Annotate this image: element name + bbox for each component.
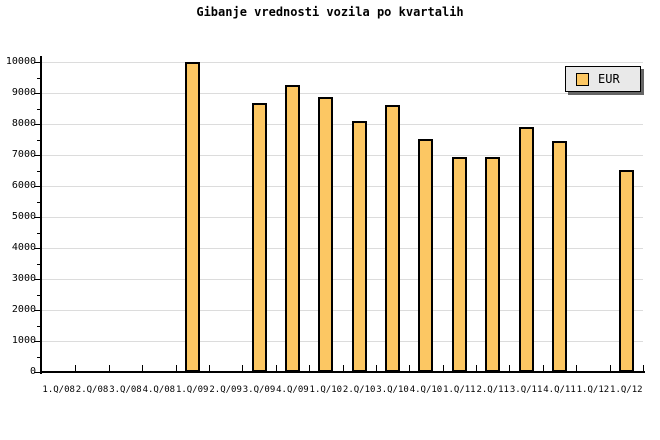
y-minor-tick: [37, 294, 40, 296]
x-tick: [643, 365, 644, 371]
y-tick: [34, 279, 40, 280]
y-tick-label: 7000: [11, 149, 36, 160]
y-tick: [34, 93, 40, 94]
gridline: [42, 186, 643, 187]
legend-label: EUR: [598, 72, 620, 86]
bar: [552, 140, 568, 372]
bar: [284, 84, 300, 372]
y-tick: [34, 62, 40, 63]
x-tick-label: 2.Q/08: [75, 385, 109, 395]
x-tick: [142, 365, 144, 371]
bar: [518, 127, 534, 372]
x-tick-label: 2.Q/10: [342, 385, 376, 395]
x-tick: [375, 365, 377, 371]
x-tick: [442, 365, 444, 371]
y-minor-tick: [37, 77, 40, 79]
bar: [251, 102, 267, 372]
x-tick: [576, 365, 578, 371]
x-tick-label: 1.Q/11: [443, 385, 476, 395]
gridline: [42, 155, 643, 156]
plot-area: [42, 62, 643, 372]
x-tick: [342, 365, 344, 371]
x-tick-label: 3.Q/10: [376, 385, 409, 395]
x-tick-label: 1.Q/10: [309, 385, 343, 395]
legend: EUR: [565, 66, 641, 92]
x-tick-label: 1.Q/12: [610, 385, 643, 395]
y-tick-label: 1000: [11, 335, 36, 346]
x-tick-label: 1.Q/09: [175, 385, 209, 395]
x-tick: [542, 365, 544, 371]
x-tick: [309, 365, 311, 371]
gridline: [42, 279, 643, 280]
bar: [385, 105, 401, 372]
x-tick: [476, 365, 478, 371]
y-tick-label: 5000: [11, 211, 36, 222]
x-tick: [242, 365, 244, 371]
x-tick-label: 1.Q/08: [42, 385, 75, 395]
y-tick-label: 8000: [11, 118, 36, 129]
gridline: [42, 62, 643, 63]
x-tick: [108, 365, 110, 371]
gridline: [42, 93, 643, 94]
y-tick-label: 10000: [5, 56, 36, 67]
x-tick: [275, 365, 277, 371]
x-tick-label: 3.Q/08: [109, 385, 142, 395]
y-minor-tick: [37, 108, 40, 110]
x-tick-label: 2.Q/09: [209, 385, 242, 395]
bar: [318, 97, 334, 372]
y-tick-label: 2000: [11, 304, 36, 315]
gridline: [42, 217, 643, 218]
bar: [184, 62, 200, 372]
y-minor-tick: [37, 170, 40, 172]
x-tick: [208, 365, 210, 371]
y-tick: [34, 341, 40, 342]
y-minor-tick: [37, 356, 40, 358]
y-tick-label: 9000: [11, 87, 36, 98]
y-tick: [34, 155, 40, 156]
y-tick: [34, 310, 40, 311]
bar: [485, 156, 501, 372]
legend-swatch: [576, 72, 589, 86]
x-tick: [75, 365, 77, 371]
y-tick-label: 0: [29, 366, 36, 377]
gridline: [42, 124, 643, 125]
gridline: [42, 310, 643, 311]
y-tick: [34, 248, 40, 249]
x-tick-label: 1.Q/12: [576, 385, 610, 395]
x-tick: [175, 365, 177, 371]
y-minor-tick: [37, 139, 40, 141]
x-tick-label: 3.Q/11: [509, 385, 543, 395]
x-tick-label: 4.Q/08: [142, 385, 176, 395]
x-tick-label: 3.Q/09: [242, 385, 276, 395]
y-minor-tick: [37, 232, 40, 234]
x-tick-label: 4.Q/10: [409, 385, 443, 395]
bar: [418, 138, 434, 372]
x-tick-label: 2.Q/11: [476, 385, 509, 395]
x-tick: [609, 365, 611, 371]
y-tick: [34, 372, 40, 373]
y-tick-label: 4000: [11, 242, 36, 253]
y-axis-line: [40, 56, 42, 374]
y-minor-tick: [37, 263, 40, 265]
x-tick-label: 4.Q/11: [543, 385, 576, 395]
y-tick-label: 3000: [11, 273, 36, 284]
chart-title: Gibanje vrednosti vozila po kvartalih: [196, 5, 464, 19]
y-tick: [34, 186, 40, 187]
gridline: [42, 248, 643, 249]
y-tick-label: 6000: [11, 180, 36, 191]
bar: [351, 121, 367, 372]
y-minor-tick: [37, 325, 40, 327]
x-tick-label: 4.Q/09: [276, 385, 309, 395]
x-axis-line: [40, 371, 645, 373]
y-tick: [34, 124, 40, 125]
y-minor-tick: [37, 201, 40, 203]
bar: [618, 169, 634, 372]
x-tick: [409, 365, 411, 371]
x-tick: [509, 365, 511, 371]
bar: [451, 156, 467, 372]
y-tick: [34, 217, 40, 218]
gridline: [42, 341, 643, 342]
